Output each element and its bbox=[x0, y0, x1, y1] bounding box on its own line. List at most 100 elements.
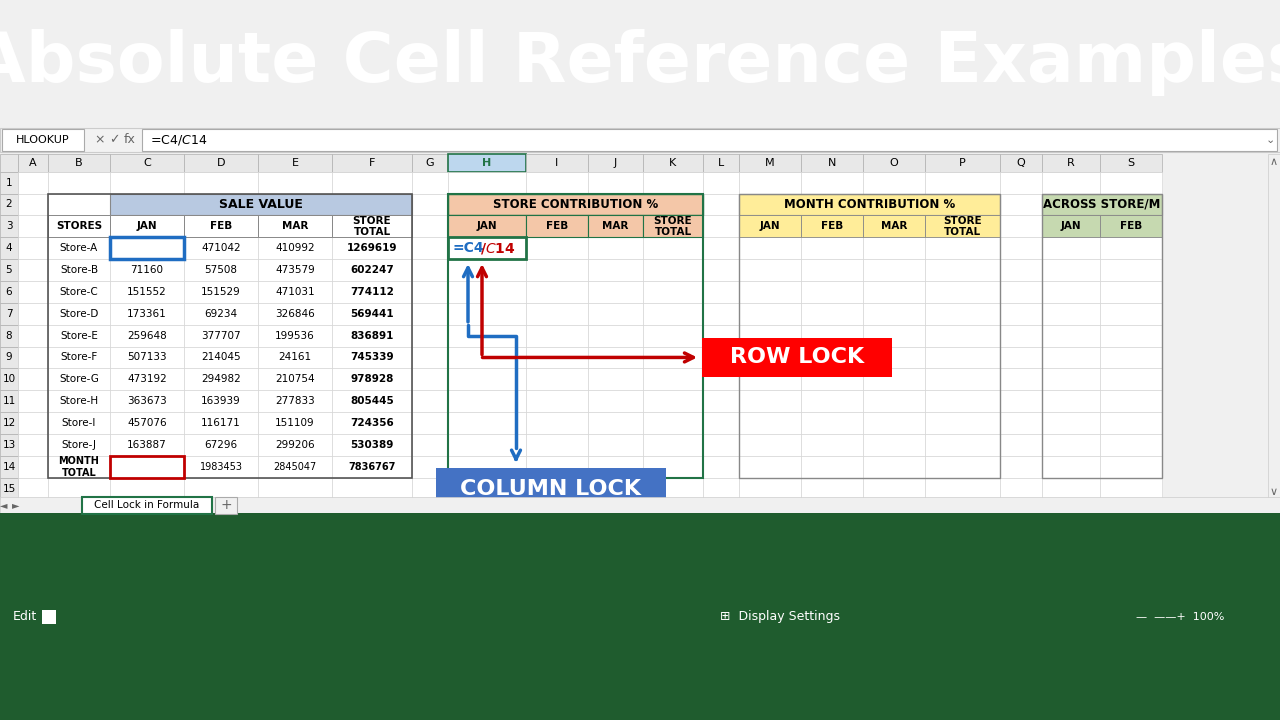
Bar bbox=[184, 194, 259, 215]
Bar bbox=[643, 412, 703, 434]
Bar bbox=[412, 171, 448, 194]
Bar bbox=[588, 281, 643, 303]
Text: 377707: 377707 bbox=[201, 330, 241, 341]
Bar bbox=[110, 171, 184, 194]
Bar bbox=[863, 259, 925, 281]
Bar bbox=[1000, 477, 1042, 500]
Bar bbox=[448, 215, 526, 238]
Bar bbox=[1100, 369, 1162, 390]
Text: SALE VALUE: SALE VALUE bbox=[219, 198, 303, 211]
Bar bbox=[588, 259, 643, 281]
Bar bbox=[412, 194, 448, 215]
Text: A: A bbox=[29, 158, 37, 168]
Bar bbox=[49, 194, 412, 477]
Text: O: O bbox=[890, 158, 899, 168]
Bar bbox=[110, 154, 184, 171]
Bar bbox=[1042, 369, 1100, 390]
Bar bbox=[436, 468, 666, 510]
Bar bbox=[448, 194, 526, 215]
Bar bbox=[863, 477, 925, 500]
Text: 163939: 163939 bbox=[201, 396, 241, 406]
Text: 473579: 473579 bbox=[275, 265, 315, 275]
Bar bbox=[801, 346, 863, 369]
Text: 457076: 457076 bbox=[127, 418, 166, 428]
Bar bbox=[18, 456, 49, 477]
Text: 71160: 71160 bbox=[131, 265, 164, 275]
Bar bbox=[1000, 434, 1042, 456]
Text: Edit: Edit bbox=[13, 610, 37, 624]
Bar bbox=[259, 477, 332, 500]
Text: 151552: 151552 bbox=[127, 287, 166, 297]
Text: +: + bbox=[220, 498, 232, 513]
Bar bbox=[1042, 390, 1100, 412]
Bar bbox=[801, 303, 863, 325]
Text: Store-H: Store-H bbox=[59, 396, 99, 406]
Text: ACROSS STORE/M: ACROSS STORE/M bbox=[1043, 198, 1161, 211]
Bar bbox=[332, 281, 412, 303]
Text: 67296: 67296 bbox=[205, 440, 238, 450]
Text: 745339: 745339 bbox=[351, 353, 394, 362]
Text: 836891: 836891 bbox=[351, 330, 394, 341]
Bar bbox=[1000, 325, 1042, 346]
Bar bbox=[0, 154, 18, 171]
Bar bbox=[110, 303, 184, 325]
Bar bbox=[259, 369, 332, 390]
Text: 8: 8 bbox=[5, 330, 13, 341]
Bar bbox=[0, 369, 18, 390]
Bar bbox=[1042, 477, 1100, 500]
Bar bbox=[801, 412, 863, 434]
Bar bbox=[1100, 434, 1162, 456]
Text: Store-A: Store-A bbox=[60, 243, 99, 253]
Bar bbox=[448, 456, 526, 477]
Bar bbox=[0, 215, 18, 238]
Bar bbox=[801, 369, 863, 390]
Text: Store-J: Store-J bbox=[61, 440, 96, 450]
Bar bbox=[1000, 303, 1042, 325]
Text: 199536: 199536 bbox=[275, 330, 315, 341]
Bar bbox=[526, 238, 588, 259]
Bar bbox=[863, 369, 925, 390]
Text: Absolute Cell Reference Examples: Absolute Cell Reference Examples bbox=[0, 30, 1280, 96]
Text: 1269619: 1269619 bbox=[347, 243, 397, 253]
Bar bbox=[526, 477, 588, 500]
Bar bbox=[332, 154, 412, 171]
Bar bbox=[448, 412, 526, 434]
Text: 363673: 363673 bbox=[127, 396, 166, 406]
Text: FEB: FEB bbox=[210, 221, 232, 231]
Bar bbox=[863, 215, 925, 238]
Bar bbox=[526, 303, 588, 325]
Text: Store-I: Store-I bbox=[61, 418, 96, 428]
Bar bbox=[49, 238, 110, 259]
Bar bbox=[739, 154, 801, 171]
Bar bbox=[332, 259, 412, 281]
Bar bbox=[110, 390, 184, 412]
Bar bbox=[643, 346, 703, 369]
Bar bbox=[448, 434, 526, 456]
Bar bbox=[0, 477, 18, 500]
Bar bbox=[925, 412, 1000, 434]
Text: 24161: 24161 bbox=[279, 353, 311, 362]
Bar bbox=[643, 154, 703, 171]
Bar bbox=[412, 154, 448, 171]
Bar bbox=[49, 171, 110, 194]
Bar bbox=[332, 215, 412, 238]
Bar bbox=[739, 434, 801, 456]
Bar bbox=[588, 390, 643, 412]
Bar bbox=[0, 281, 18, 303]
Text: Store-F: Store-F bbox=[60, 353, 97, 362]
Bar bbox=[412, 390, 448, 412]
Bar bbox=[801, 154, 863, 171]
Text: =C4: =C4 bbox=[452, 241, 484, 255]
Bar bbox=[801, 194, 863, 215]
Text: 13: 13 bbox=[3, 440, 15, 450]
Bar bbox=[1100, 171, 1162, 194]
Text: ROW LOCK: ROW LOCK bbox=[730, 348, 864, 367]
Bar bbox=[863, 434, 925, 456]
Bar bbox=[1042, 412, 1100, 434]
Bar bbox=[332, 238, 412, 259]
Text: 3008267: 3008267 bbox=[125, 462, 169, 472]
Text: D: D bbox=[216, 158, 225, 168]
Text: 9: 9 bbox=[5, 353, 13, 362]
Bar bbox=[110, 369, 184, 390]
Text: 210754: 210754 bbox=[275, 374, 315, 384]
